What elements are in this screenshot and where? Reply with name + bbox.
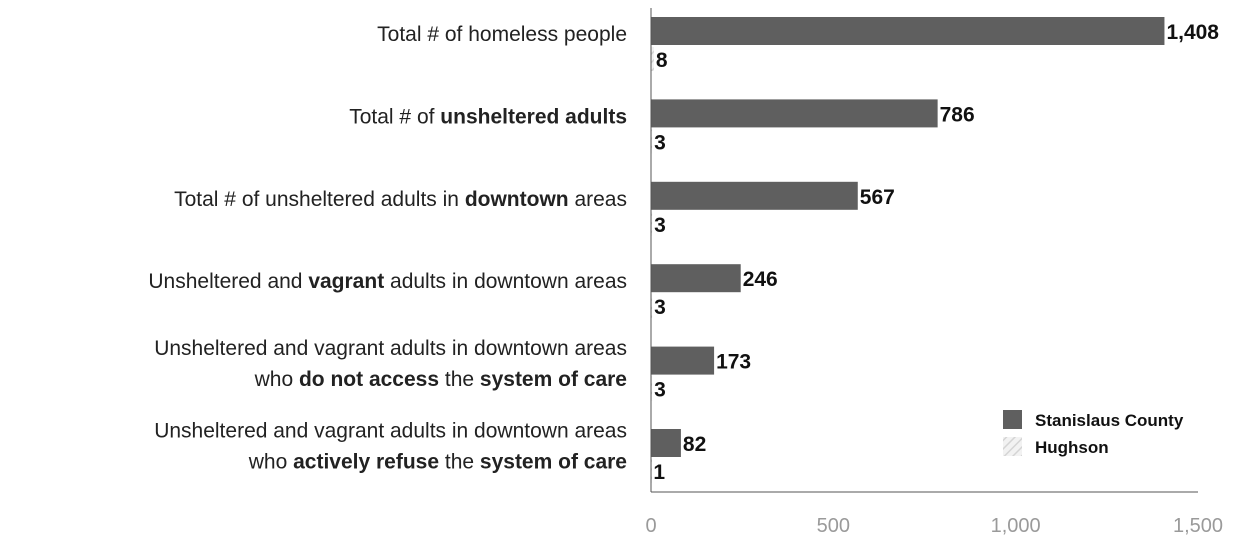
category-label: Total # of unsheltered adults in downtow… xyxy=(174,188,627,211)
bar-hughson xyxy=(651,376,653,401)
plot-area: 1,408 8 Total # of homeless people 786 3 Tota… xyxy=(148,8,1223,537)
category-label-emphasis: unsheltered adults xyxy=(440,105,627,128)
category-label-text: Unsheltered and vagrant adults in downto… xyxy=(154,337,627,360)
value-label-hughson: 3 xyxy=(654,379,666,402)
x-tick-label: 0 xyxy=(645,515,656,537)
bar-hughson xyxy=(651,211,653,236)
bar-hughson xyxy=(651,294,653,319)
bar-stanislaus-county xyxy=(651,181,858,210)
legend-swatch-stanislaus-county xyxy=(1003,410,1022,429)
x-tick-label: 500 xyxy=(817,515,850,537)
value-label-stanislaus-county: 567 xyxy=(860,186,895,209)
bar-stanislaus-county xyxy=(651,99,938,128)
category-label-emphasis: actively refuse xyxy=(293,451,439,474)
x-tick-label: 1,000 xyxy=(991,515,1041,537)
value-label-hughson: 3 xyxy=(654,296,666,319)
value-label-hughson: 8 xyxy=(656,49,668,72)
category-label-text: who xyxy=(254,368,299,391)
category-label: Total # of homeless people xyxy=(377,23,627,46)
value-label-hughson: 3 xyxy=(654,214,666,237)
category-label-text: Total # of homeless people xyxy=(377,23,627,46)
value-label-hughson: 1 xyxy=(653,461,665,484)
legend-label-stanislaus-county: Stanislaus County xyxy=(1035,411,1184,430)
bar-stanislaus-county xyxy=(651,429,681,457)
category-label: Total # of unsheltered adults xyxy=(349,105,627,128)
category-label-emphasis: system of care xyxy=(480,451,627,474)
bar-hughson xyxy=(651,47,654,71)
value-label-stanislaus-county: 246 xyxy=(743,268,778,291)
value-label-stanislaus-county: 786 xyxy=(940,103,975,126)
legend-swatch-hughson xyxy=(1003,437,1022,456)
category-label-emphasis: do not access xyxy=(299,368,439,391)
value-label-stanislaus-county: 82 xyxy=(683,433,706,456)
category-label-emphasis: vagrant xyxy=(308,270,384,293)
bar-hughson xyxy=(651,129,653,154)
category-label-text: the xyxy=(439,451,480,474)
category-label-emphasis: downtown xyxy=(465,188,569,211)
x-tick-label: 1,500 xyxy=(1173,515,1223,537)
category-label-text: adults in downtown areas xyxy=(384,270,627,293)
bar-stanislaus-county xyxy=(651,264,741,293)
value-label-hughson: 3 xyxy=(654,131,666,154)
bar-stanislaus-county xyxy=(651,346,715,375)
category-label-text: who xyxy=(248,451,293,474)
category-label: Unsheltered and vagrant adults in downto… xyxy=(154,420,627,474)
category-label-text: the xyxy=(439,368,480,391)
category-label-text: Unsheltered and xyxy=(148,270,308,293)
category-label-text: Total # of xyxy=(349,105,440,128)
category-label-text: Unsheltered and vagrant adults in downto… xyxy=(154,420,627,443)
category-label: Unsheltered and vagrant adults in downto… xyxy=(154,337,627,391)
legend-label-hughson: Hughson xyxy=(1035,438,1109,457)
bar-stanislaus-county xyxy=(651,17,1165,45)
category-label-text: areas xyxy=(569,188,627,211)
value-label-stanislaus-county: 173 xyxy=(716,351,751,374)
category-label-text: Total # of unsheltered adults in xyxy=(174,188,465,211)
value-label-stanislaus-county: 1,408 xyxy=(1166,21,1219,44)
category-label-emphasis: system of care xyxy=(480,368,627,391)
category-label: Unsheltered and vagrant adults in downto… xyxy=(148,270,627,293)
